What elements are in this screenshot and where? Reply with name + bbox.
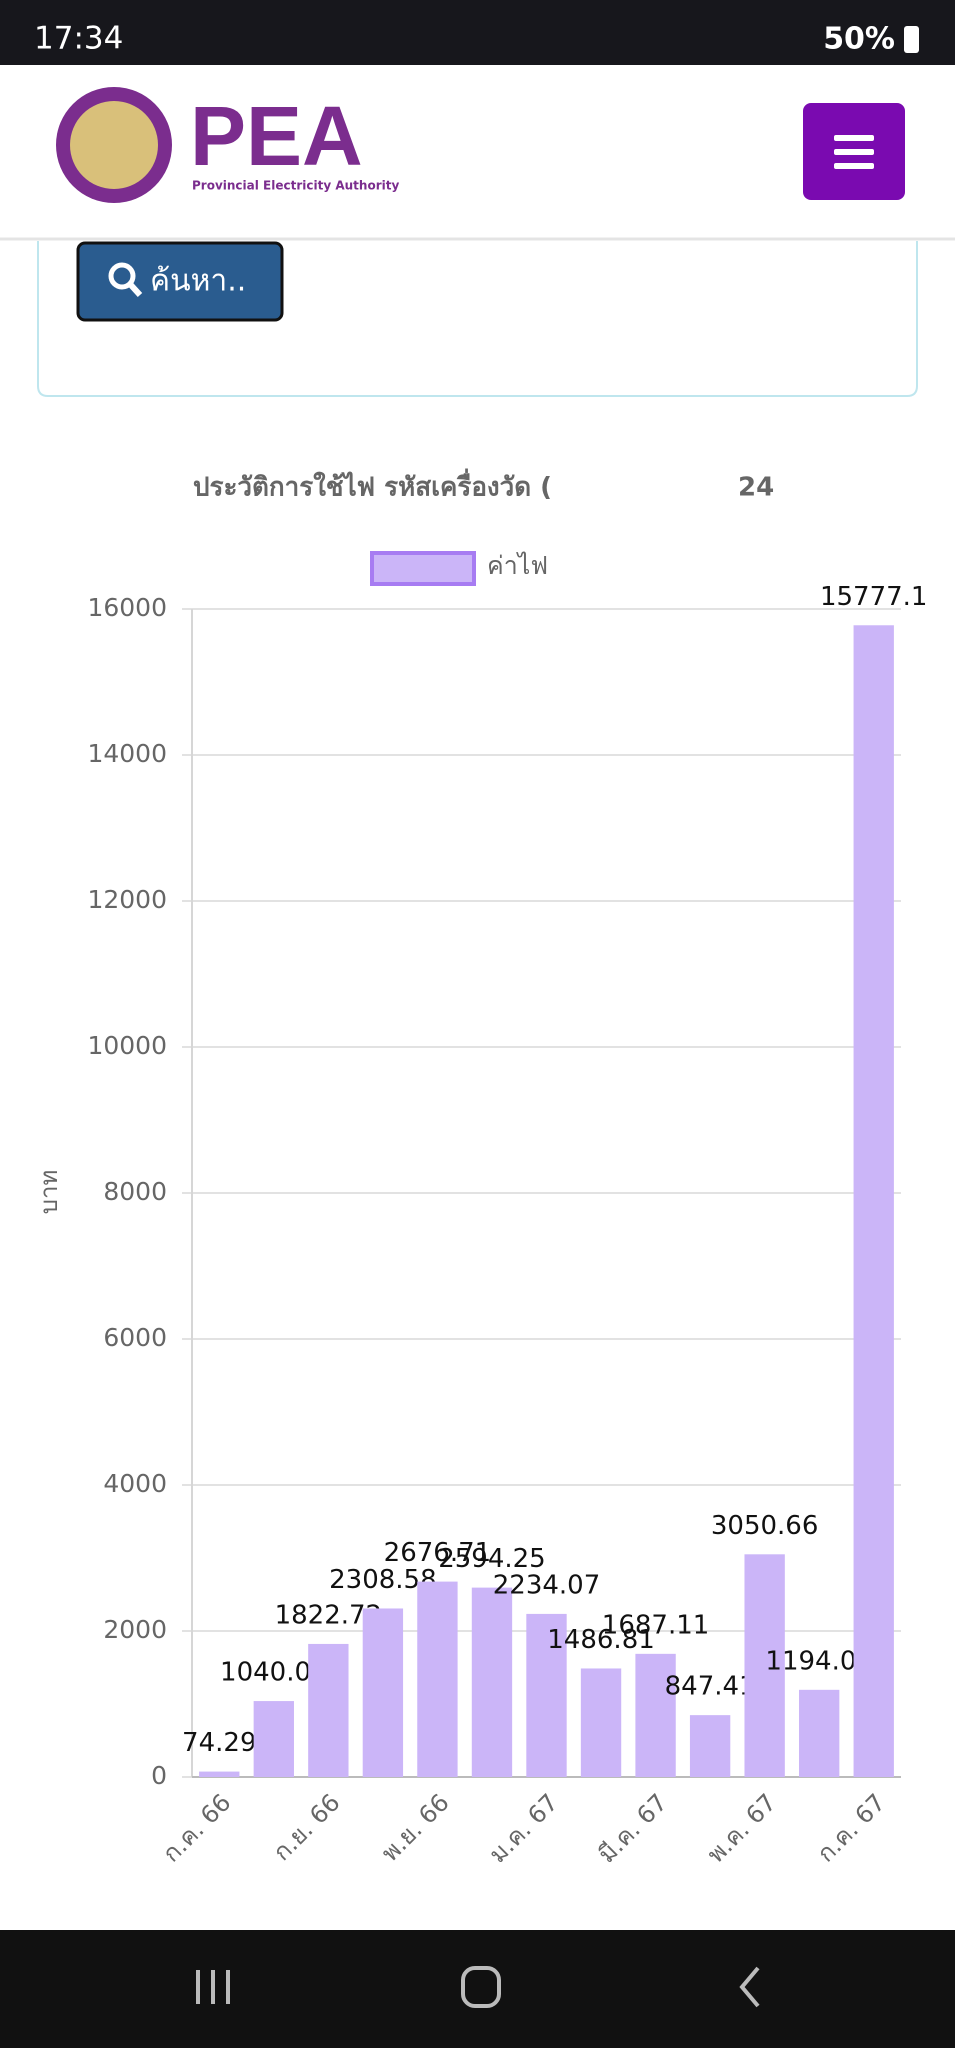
bar: [744, 1554, 785, 1777]
status-bar: [0, 0, 955, 65]
data-label: 847.41: [665, 1672, 756, 1702]
logo-text: PEA: [190, 89, 363, 183]
logo-subtitle: Provincial Electricity Authority: [192, 179, 399, 193]
y-tick-label: 6000: [103, 1323, 167, 1352]
bar: [362, 1608, 404, 1777]
search-label: ค้นหา..: [150, 264, 246, 299]
nav-back[interactable]: [739, 1966, 760, 2008]
x-tick-label: ก.ย. 66: [268, 1788, 346, 1866]
menu-icon: [834, 135, 874, 141]
menu-icon: [834, 163, 874, 169]
y-tick-label: 10000: [87, 1031, 167, 1060]
bar: [799, 1689, 840, 1777]
x-tick-label: ม.ค. 67: [484, 1788, 564, 1868]
bar: [853, 625, 894, 1777]
legend-swatch: [370, 551, 476, 586]
search-icon: [127, 281, 143, 298]
bar: [199, 1771, 240, 1777]
y-tick-label: 12000: [87, 885, 167, 914]
y-tick-label: 16000: [87, 593, 167, 622]
bar: [253, 1701, 294, 1777]
y-tick-label: 14000: [87, 739, 167, 768]
y-tick-label: 8000: [103, 1177, 167, 1206]
nav-recent[interactable]: [196, 1970, 230, 2004]
bar: [580, 1668, 622, 1777]
data-label: 2594.25: [438, 1544, 546, 1574]
battery-icon: [904, 26, 919, 53]
legend-label: ค่าไฟ: [487, 551, 548, 580]
x-tick-label: พ.ค. 67: [702, 1788, 782, 1868]
data-label: 3050.66: [711, 1511, 819, 1541]
menu-icon: [834, 149, 874, 155]
data-label: 74.29: [182, 1728, 256, 1758]
x-tick-label: พ.ย. 66: [376, 1788, 455, 1867]
chart-title-end: 24: [738, 473, 774, 503]
chart-title: ประวัติการใช้ไฟ รหัสเครื่องวัด (: [193, 468, 552, 503]
y-tick-label: 2000: [103, 1615, 167, 1644]
chart: ประวัติการใช้ไฟ รหัสเครื่องวัด ( 24 บาท ค่า…: [35, 468, 927, 1869]
bar: [471, 1587, 513, 1777]
x-tick-label: ก.ค. 66: [157, 1788, 236, 1867]
data-label: 2676.71: [384, 1538, 492, 1568]
x-tick-label: ก.ค. 67: [812, 1788, 891, 1867]
bar: [689, 1715, 731, 1777]
nav-home[interactable]: [461, 1966, 501, 2008]
status-time: 17:34: [34, 21, 123, 57]
x-tick-label: มี.ค. 67: [593, 1788, 673, 1868]
bar: [526, 1613, 567, 1777]
data-label: 2234.07: [493, 1570, 601, 1600]
search-card: [37, 241, 918, 397]
bar: [635, 1653, 676, 1777]
data-label: 1486.81: [547, 1625, 655, 1655]
search-icon: [108, 262, 136, 290]
data-label: 1687.11: [602, 1610, 710, 1640]
logo-center: [70, 101, 158, 189]
nav-bar: [0, 1930, 955, 2048]
bar: [308, 1643, 349, 1777]
y-tick-label: 4000: [103, 1469, 167, 1498]
battery-level: 50%: [823, 22, 895, 57]
y-tick-label: 0: [151, 1761, 167, 1790]
bar: [417, 1581, 458, 1777]
y-axis-label: บาท: [35, 1170, 63, 1215]
search-button[interactable]: [76, 241, 284, 322]
data-label: 15777.1: [820, 582, 928, 612]
